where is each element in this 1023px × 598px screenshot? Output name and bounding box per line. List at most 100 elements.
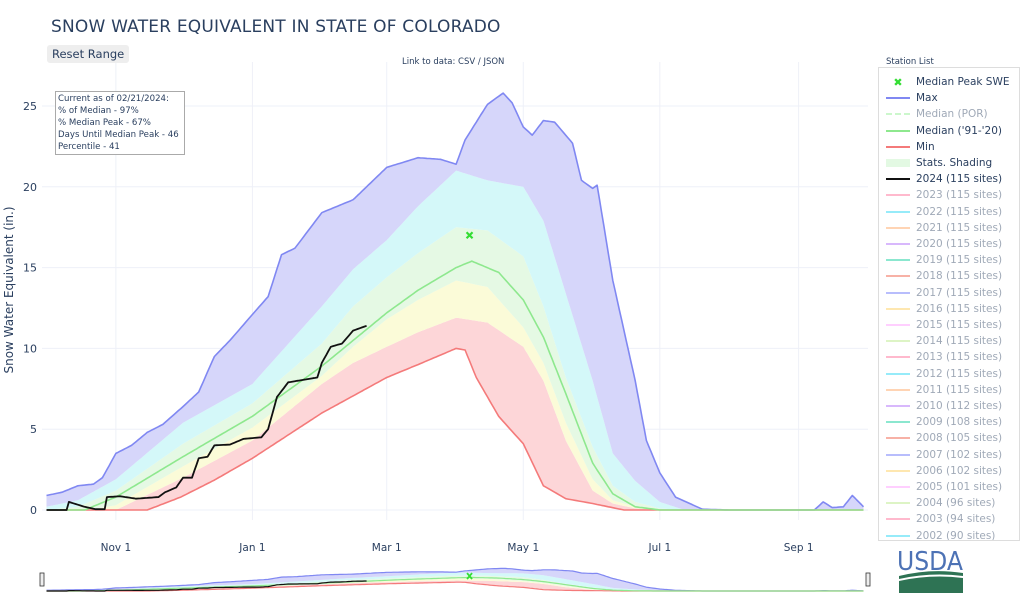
legend-label: 2024 (115 sites) xyxy=(916,173,1003,186)
legend-swatch-icon xyxy=(886,97,910,100)
legend-label: 2013 (115 sites) xyxy=(916,351,1003,364)
data-link[interactable]: Link to data: CSV / JSON xyxy=(402,57,505,67)
legend-label: Stats. Shading xyxy=(916,157,993,169)
legend-item[interactable]: 2019 (115 sites) xyxy=(879,252,1002,268)
series-lines xyxy=(46,92,865,511)
annotation-line: Current as of 02/21/2024: xyxy=(58,94,169,104)
median-line xyxy=(46,260,864,511)
legend-swatch-icon xyxy=(886,129,910,132)
legend-swatch-icon xyxy=(886,518,910,521)
x-tick-label: May 1 xyxy=(507,542,539,554)
legend-swatch-icon xyxy=(886,145,910,148)
usda-logo: USDA xyxy=(897,546,965,598)
y-tick-label: 0 xyxy=(30,504,37,517)
range-slider[interactable] xyxy=(39,563,871,593)
legend-item[interactable]: 2002 (90 sites) xyxy=(879,528,996,541)
legend-item[interactable]: 2014 (115 sites) xyxy=(879,333,1002,349)
legend-label: 2005 (101 sites) xyxy=(916,481,1003,493)
legend-item[interactable]: 2007 (102 sites) xyxy=(879,447,1002,463)
legend-label: 2021 (115 sites) xyxy=(916,221,1003,234)
legend-item[interactable]: 2024 (115 sites) xyxy=(879,171,1002,187)
legend-item[interactable]: 2011 (115 sites) xyxy=(879,382,1002,398)
legend-label: 2008 (105 sites) xyxy=(916,432,1003,445)
legend-label: 2004 (96 sites) xyxy=(916,497,996,510)
legend-item[interactable]: 2017 (115 sites) xyxy=(879,285,1002,301)
legend-label: 2023 (115 sites) xyxy=(916,189,1003,202)
legend-item[interactable]: Median (POR) xyxy=(879,106,988,122)
legend-item[interactable]: Min xyxy=(879,139,935,155)
legend-label: Median ('91-'20) xyxy=(916,124,1003,137)
legend-swatch-icon xyxy=(886,534,910,537)
markers xyxy=(465,231,474,240)
legend-item[interactable]: ✖ Median Peak SWE xyxy=(879,74,1009,90)
legend-item[interactable]: 2020 (115 sites) xyxy=(879,236,1002,252)
legend-label: 2010 (112 sites) xyxy=(916,400,1003,412)
legend-item[interactable]: 2008 (105 sites) xyxy=(879,430,1002,446)
legend-item[interactable]: 2003 (94 sites) xyxy=(879,511,995,527)
legend-title[interactable]: Station List xyxy=(886,57,934,67)
legend-label: 2019 (115 sites) xyxy=(916,254,1003,267)
band-p70-to-p90 xyxy=(46,170,864,510)
legend-label: Median (POR) xyxy=(916,108,988,121)
legend-swatch-icon xyxy=(886,226,910,229)
x-tick-label: Jan 1 xyxy=(238,542,265,554)
annotation-line: Days Until Median Peak - 46 xyxy=(58,130,179,140)
slider-band-p70-to-p90 xyxy=(46,572,864,591)
legend-label: 2003 (94 sites) xyxy=(916,513,996,526)
legend-label: 2014 (115 sites) xyxy=(916,335,1003,348)
legend-item[interactable]: 2018 (115 sites) xyxy=(879,268,1002,284)
legend-label: 2018 (115 sites) xyxy=(916,270,1003,283)
band-p30-to-p70 xyxy=(46,227,864,510)
legend-swatch-icon xyxy=(886,210,910,213)
x-marker-icon: ✖ xyxy=(893,75,903,89)
y-axis-title: Snow Water Equivalent (in.) xyxy=(2,206,16,373)
slider-median-peak-marker xyxy=(466,572,473,580)
legend-item[interactable]: 2022 (115 sites) xyxy=(879,204,1002,220)
legend-swatch-icon xyxy=(886,486,910,488)
x-tick-label: Mar 1 xyxy=(372,542,402,554)
legend-label: 2016 (115 sites) xyxy=(916,302,1003,315)
range-handle-right[interactable] xyxy=(865,572,871,587)
legend-label: 2020 (115 sites) xyxy=(916,238,1003,250)
current-year-line xyxy=(46,324,367,511)
legend-swatch-icon xyxy=(886,437,910,440)
legend-swatch-icon xyxy=(886,275,910,278)
range-handle-left[interactable] xyxy=(39,572,45,587)
legend-item[interactable]: Median ('91-'20) xyxy=(879,123,1002,139)
legend-swatch-icon xyxy=(886,502,910,505)
legend-item[interactable]: 2009 (108 sites) xyxy=(879,414,1002,430)
legend-item[interactable]: Max xyxy=(879,90,938,106)
legend-item[interactable]: 2021 (115 sites) xyxy=(879,220,1002,236)
legend-swatch-icon xyxy=(886,307,910,310)
legend-item[interactable]: 2010 (112 sites) xyxy=(879,398,1002,414)
legend-label: Max xyxy=(916,92,938,105)
slider-band-p90-to-max xyxy=(46,568,864,591)
band-p10-to-p30 xyxy=(46,280,864,510)
legend-label: 2011 (115 sites) xyxy=(916,383,1003,396)
legend-item[interactable]: 2023 (115 sites) xyxy=(879,187,1002,203)
legend-item[interactable]: 2013 (115 sites) xyxy=(879,349,1002,365)
x-axis-ticks: Nov 1 Jan 1 Mar 1 May 1 Jul 1 Sep 1 xyxy=(101,542,814,554)
page-title: SNOW WATER EQUIVALENT IN STATE OF COLORA… xyxy=(51,17,501,37)
legend-label: 2002 (90 sites) xyxy=(916,529,996,541)
legend[interactable]: ✖ Median Peak SWE Max Median (POR) Median ('… xyxy=(878,67,1020,541)
legend-swatch-icon xyxy=(886,453,910,456)
legend-item[interactable]: 2015 (115 sites) xyxy=(879,317,1002,333)
annotation-line: Percentile - 41 xyxy=(58,142,120,152)
legend-swatch-icon xyxy=(886,469,910,472)
legend-item[interactable]: 2006 (102 sites) xyxy=(879,463,1002,479)
legend-item[interactable]: 2004 (96 sites) xyxy=(879,495,995,511)
legend-label: 2017 (115 sites) xyxy=(916,286,1003,299)
y-tick-label: 15 xyxy=(23,262,37,275)
legend-swatch-icon xyxy=(886,291,910,294)
legend-item[interactable]: 2012 (115 sites) xyxy=(879,366,1002,382)
legend-item[interactable]: Stats. Shading xyxy=(879,155,992,171)
band-p90-to-max xyxy=(46,93,864,510)
legend-swatch-icon xyxy=(886,194,910,197)
legend-item[interactable]: 2016 (115 sites) xyxy=(879,301,1002,317)
reset-range-button[interactable]: Reset Range xyxy=(47,45,130,63)
y-tick-label: 20 xyxy=(23,181,37,194)
slider-current-year-line xyxy=(46,580,367,592)
legend-swatch-icon xyxy=(886,372,910,375)
legend-item[interactable]: 2005 (101 sites) xyxy=(879,479,1002,495)
